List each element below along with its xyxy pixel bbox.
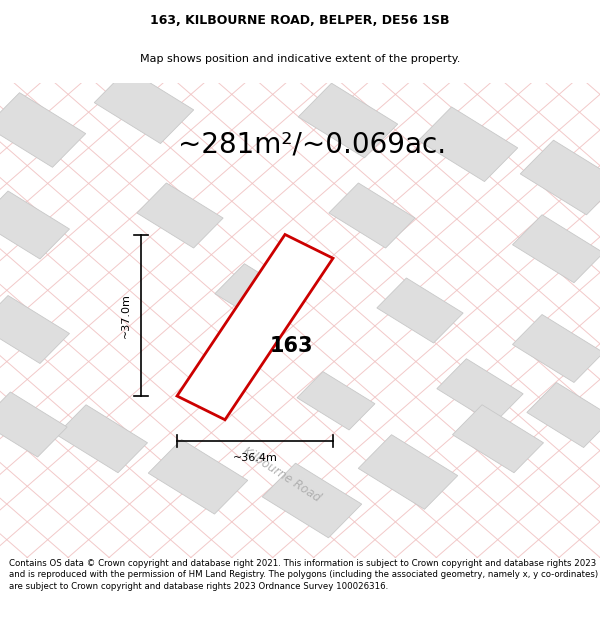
Text: 163, KILBOURNE ROAD, BELPER, DE56 1SB: 163, KILBOURNE ROAD, BELPER, DE56 1SB bbox=[150, 14, 450, 27]
Polygon shape bbox=[215, 264, 301, 329]
Polygon shape bbox=[358, 434, 458, 509]
Text: ~36.4m: ~36.4m bbox=[233, 452, 277, 462]
Polygon shape bbox=[137, 183, 223, 248]
Polygon shape bbox=[297, 372, 375, 430]
Polygon shape bbox=[512, 314, 600, 382]
Polygon shape bbox=[520, 140, 600, 215]
Polygon shape bbox=[148, 439, 248, 514]
Polygon shape bbox=[329, 183, 415, 248]
Polygon shape bbox=[418, 107, 518, 182]
Text: Contains OS data © Crown copyright and database right 2021. This information is : Contains OS data © Crown copyright and d… bbox=[9, 559, 598, 591]
Polygon shape bbox=[94, 69, 194, 144]
Polygon shape bbox=[298, 83, 398, 158]
Text: Map shows position and indicative extent of the property.: Map shows position and indicative extent… bbox=[140, 54, 460, 64]
Polygon shape bbox=[0, 392, 67, 457]
Polygon shape bbox=[177, 234, 333, 420]
Polygon shape bbox=[452, 405, 544, 472]
Polygon shape bbox=[56, 405, 148, 472]
Polygon shape bbox=[0, 92, 86, 168]
Text: 163: 163 bbox=[269, 336, 313, 356]
Text: ~37.0m: ~37.0m bbox=[121, 292, 131, 338]
Polygon shape bbox=[512, 215, 600, 282]
Text: ~281m²/~0.069ac.: ~281m²/~0.069ac. bbox=[178, 130, 446, 158]
Polygon shape bbox=[527, 382, 600, 448]
Polygon shape bbox=[262, 463, 362, 538]
Polygon shape bbox=[0, 191, 70, 259]
Text: Kilbourne Road: Kilbourne Road bbox=[241, 444, 323, 504]
Polygon shape bbox=[437, 359, 523, 424]
Polygon shape bbox=[377, 278, 463, 343]
Polygon shape bbox=[0, 296, 70, 364]
